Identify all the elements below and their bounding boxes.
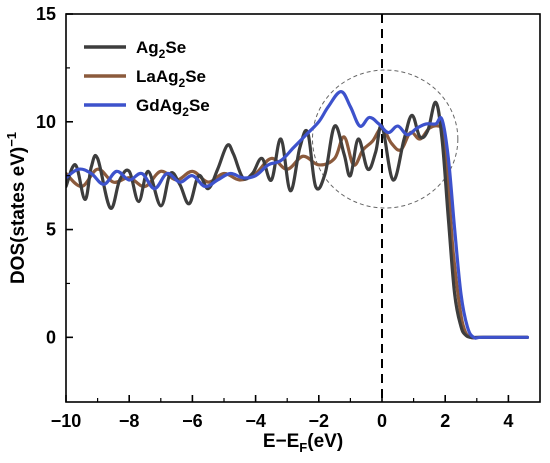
legend-label: LaAg2Se bbox=[136, 67, 206, 90]
legend-label: Ag2Se bbox=[136, 38, 186, 61]
y-tick-label: 5 bbox=[46, 220, 56, 240]
highlight-ellipse bbox=[311, 69, 459, 209]
x-tick-label: 4 bbox=[503, 411, 513, 431]
series-line-ag2se bbox=[66, 100, 529, 340]
series-layer bbox=[66, 90, 529, 340]
legend: Ag2Se LaAg2Se GdAg2Se bbox=[84, 38, 210, 119]
series-line-gdag2se bbox=[66, 90, 529, 340]
x-tick-label: 0 bbox=[377, 411, 387, 431]
y-tick-label: 15 bbox=[36, 4, 56, 24]
x-axis-title: E−EF(eV) bbox=[263, 431, 343, 455]
y-tick-label: 0 bbox=[46, 327, 56, 347]
legend-label: GdAg2Se bbox=[136, 96, 210, 119]
x-tick-label: −2 bbox=[309, 411, 330, 431]
y-axis-title: DOS(states eV)−1 bbox=[4, 132, 29, 284]
annotation-layer bbox=[311, 14, 459, 402]
y-axis-ticks: 0 5 10 15 bbox=[36, 4, 73, 347]
x-tick-label: −6 bbox=[182, 411, 203, 431]
x-tick-label: −4 bbox=[245, 411, 266, 431]
x-tick-label: −8 bbox=[119, 411, 140, 431]
series-line-laag2se bbox=[66, 123, 529, 340]
x-axis-ticks: −10 −8 −6 −4 −2 0 2 4 bbox=[51, 395, 513, 431]
x-tick-label: −10 bbox=[51, 411, 82, 431]
x-tick-label: 2 bbox=[440, 411, 450, 431]
y-tick-label: 10 bbox=[36, 112, 56, 132]
plot-frame bbox=[65, 13, 541, 403]
